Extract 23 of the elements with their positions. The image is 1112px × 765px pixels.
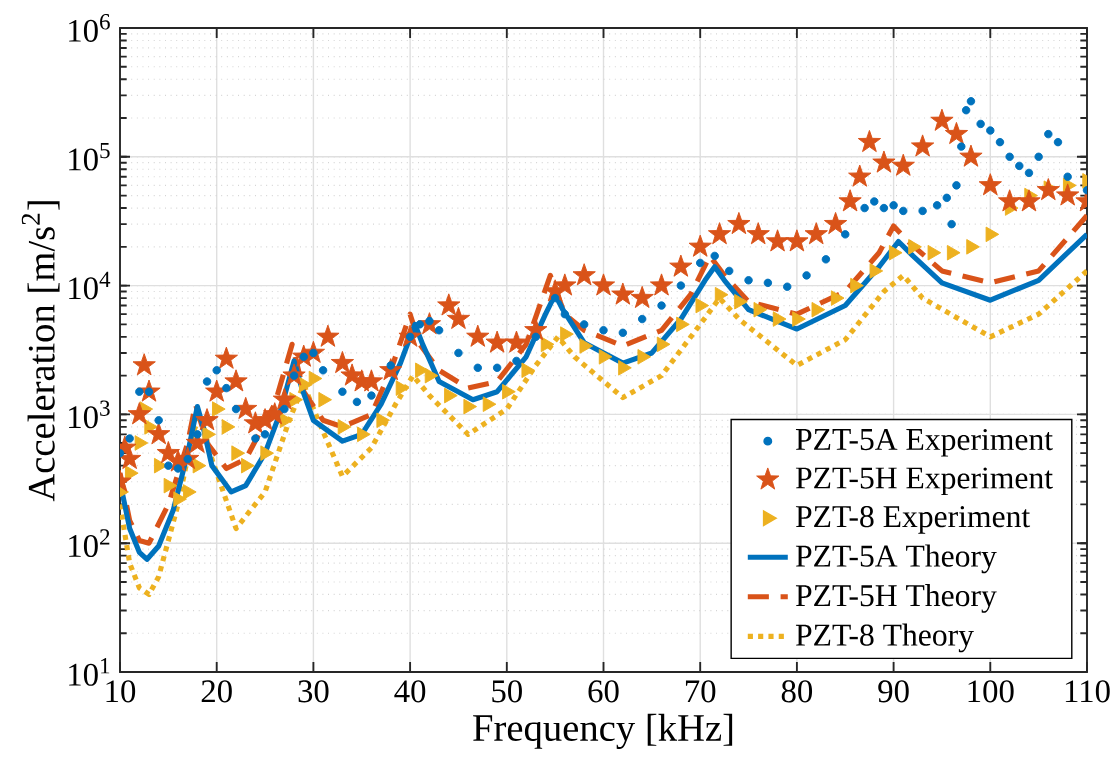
x-tick-label: 110	[1065, 680, 1110, 703]
y-tick-label: 10$^{2}$	[69, 529, 110, 558]
x-tick-label: 60	[588, 680, 619, 703]
legend-label: PZT-8 Theory	[795, 623, 974, 653]
legend-label: PZT-5H Experiment	[795, 467, 1053, 496]
y-tick-label: 10$^{6}$	[69, 14, 110, 42]
x-tick-label: 30	[298, 680, 329, 703]
x-tick-label: 70	[685, 680, 716, 703]
x-axis-title: Frequency [kHz]	[473, 713, 733, 749]
y-axis-title: Acceleration [m/s$^{2}$]	[21, 201, 60, 502]
y-tick-label: 10$^{5}$	[69, 143, 110, 171]
x-tick-label: 80	[781, 680, 813, 703]
x-tick-label: 40	[394, 680, 426, 703]
y-tick-label: 10$^{4}$	[69, 271, 111, 300]
x-tick-label: 20	[201, 680, 232, 703]
legend-label: PZT-5A Experiment	[795, 428, 1053, 457]
x-tick-label: 90	[878, 680, 909, 703]
x-tick-label: 100	[968, 680, 1014, 703]
legend-label: PZT-5A Theory	[795, 544, 997, 574]
legend-label: PZT-8 Experiment	[795, 505, 1031, 534]
legend-label: PZT-5H Theory	[795, 584, 997, 613]
y-tick-label: 10$^{3}$	[69, 400, 110, 429]
x-tick-label: 50	[492, 680, 522, 703]
